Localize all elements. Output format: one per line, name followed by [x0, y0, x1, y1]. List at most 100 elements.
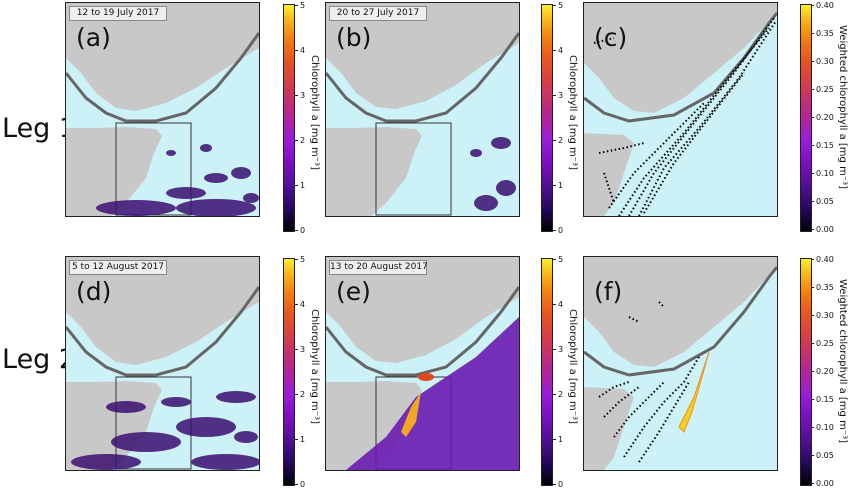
tick-f-030: 0.30	[811, 311, 834, 320]
colorbar-e	[541, 258, 553, 486]
tick-b-1: 1	[552, 181, 564, 190]
study-area-box	[375, 122, 452, 216]
colorbar-label-e: Chlorophyll a [mg m⁻³]	[567, 309, 578, 424]
float-trajectories	[598, 301, 700, 463]
tick-a-1: 1	[294, 181, 306, 190]
tick-b-4: 4	[552, 46, 564, 55]
ship-track	[66, 286, 259, 377]
panel-letter-d: (d)	[76, 277, 112, 306]
land-arabia	[66, 3, 259, 111]
chlorophyll-patches	[96, 144, 259, 216]
tick-c-000: 0.00	[811, 225, 834, 234]
map-graphics-d	[66, 257, 259, 470]
land-arabia	[584, 3, 777, 113]
tick-b-0: 0	[552, 226, 564, 235]
panel-letter-c: (c)	[594, 23, 628, 52]
tick-b-2: 2	[552, 136, 564, 145]
map-graphics-b	[326, 3, 519, 216]
date-label-e: 13 to 20 August 2017	[329, 260, 428, 275]
row-label-leg1: Leg 1	[2, 113, 77, 144]
land-arabia	[326, 3, 519, 109]
tick-f-010: 0.10	[811, 423, 834, 432]
colorbar-b	[541, 4, 553, 232]
tick-f-015: 0.15	[811, 395, 834, 404]
panel-letter-e: (e)	[336, 277, 371, 306]
tick-a-0: 0	[294, 226, 306, 235]
land-horn	[584, 133, 634, 216]
map-graphics-c	[584, 3, 777, 216]
tick-a-2: 2	[294, 136, 306, 145]
colorbar-label-b: Chlorophyll a [mg m⁻³]	[567, 55, 578, 170]
tick-e-0: 0	[552, 480, 564, 489]
land-horn	[584, 387, 634, 470]
tick-d-2: 2	[294, 390, 306, 399]
row-label-leg2: Leg 2	[2, 344, 77, 375]
tick-c-005: 0.05	[811, 197, 834, 206]
tick-f-035: 0.35	[811, 283, 834, 292]
map-panel-f: (f)	[583, 256, 778, 471]
tick-c-030: 0.30	[811, 57, 834, 66]
panel-letter-f: (f)	[594, 277, 623, 306]
high-weighted-chl	[678, 351, 710, 433]
tick-a-3: 3	[294, 91, 306, 100]
map-graphics-f	[584, 257, 777, 470]
colorbar-label-f: Weighted chlorophyll a [mg m⁻³]	[837, 279, 848, 444]
tick-f-005: 0.05	[811, 451, 834, 460]
colorbar-a	[283, 4, 295, 232]
tick-a-5: 5	[294, 1, 306, 10]
ship-track	[584, 266, 777, 377]
chlorophyll-patches	[71, 391, 259, 470]
float-trajectories	[593, 17, 777, 216]
colorbar-label-d: Chlorophyll a [mg m⁻³]	[309, 309, 320, 424]
map-panel-b: 20 to 27 July 2017 (b)	[325, 2, 520, 217]
map-panel-c: (c)	[583, 2, 778, 217]
panel-letter-a: (a)	[76, 23, 111, 52]
map-panel-a: 12 to 19 July 2017 (a)	[65, 2, 260, 217]
tick-c-015: 0.15	[811, 141, 834, 150]
tick-c-035: 0.35	[811, 29, 834, 38]
tick-c-010: 0.10	[811, 169, 834, 178]
tick-e-5: 5	[552, 255, 564, 264]
land-horn	[326, 127, 422, 216]
tick-f-000: 0.00	[811, 479, 834, 488]
tick-e-2: 2	[552, 390, 564, 399]
tick-b-3: 3	[552, 91, 564, 100]
tick-b-5: 5	[552, 1, 564, 10]
bloom-hotspot	[418, 373, 434, 381]
tick-d-1: 1	[294, 435, 306, 444]
colorbar-label-c: Weighted chlorophyll a [mg m⁻³]	[837, 25, 848, 190]
map-graphics-a	[66, 3, 259, 216]
date-label-b: 20 to 27 July 2017	[329, 6, 427, 21]
tick-e-4: 4	[552, 300, 564, 309]
tick-c-020: 0.20	[811, 113, 834, 122]
tick-f-040: 0.40	[811, 255, 834, 264]
ship-track	[326, 286, 519, 377]
map-graphics-e	[326, 257, 519, 470]
ship-track	[584, 12, 777, 123]
tick-c-025: 0.25	[811, 85, 834, 94]
land-horn	[66, 127, 162, 216]
land-horn	[326, 381, 422, 470]
tick-d-0: 0	[294, 480, 306, 489]
land-arabia	[66, 257, 259, 365]
ship-track	[326, 32, 519, 123]
map-panel-d: 5 to 12 August 2017 (d)	[65, 256, 260, 471]
land-arabia	[584, 257, 777, 367]
colorbar-f	[800, 258, 812, 486]
colorbar-label-a: Chlorophyll a [mg m⁻³]	[309, 55, 320, 170]
colorbar-d	[283, 258, 295, 486]
chlorophyll-patches	[470, 137, 516, 211]
map-panel-e: 13 to 20 August 2017 (e)	[325, 256, 520, 471]
land-arabia	[326, 257, 519, 363]
tick-d-5: 5	[294, 255, 306, 264]
date-label-a: 12 to 19 July 2017	[69, 6, 167, 21]
tick-e-1: 1	[552, 435, 564, 444]
tick-a-4: 4	[294, 46, 306, 55]
tick-f-025: 0.25	[811, 339, 834, 348]
high-chl-coast	[401, 392, 421, 437]
tick-f-020: 0.20	[811, 367, 834, 376]
tick-d-3: 3	[294, 345, 306, 354]
upwelling-bloom	[346, 317, 519, 470]
tick-e-3: 3	[552, 345, 564, 354]
ship-track	[66, 32, 259, 123]
